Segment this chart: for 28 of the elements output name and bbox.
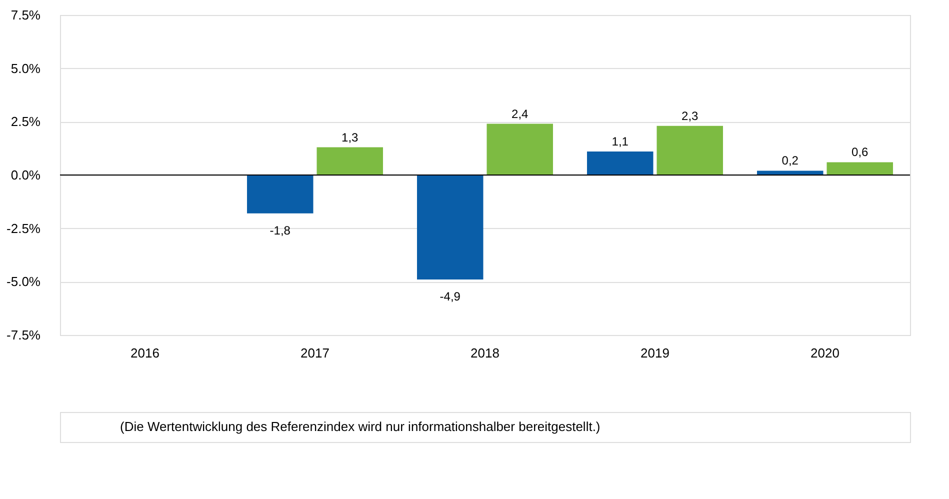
y-tick-label: 7.5% — [10, 8, 41, 22]
y-tick-label: 0.0% — [10, 168, 41, 182]
bar — [486, 124, 553, 175]
bar — [247, 175, 314, 214]
y-tick-label: -2.5% — [6, 220, 41, 236]
text: (Die Wertentwicklung des Referenzindex wird nur informationshalber bereitgestellt.) — [120, 419, 600, 434]
y-tick-label: -7.5% — [6, 328, 41, 342]
y-tick-label: 5.0% — [10, 60, 41, 76]
x-tick-label: 2017 — [300, 346, 330, 360]
data-label: 0,2 — [782, 154, 799, 168]
bar — [826, 162, 893, 175]
bar — [316, 147, 383, 175]
x-tick-label: 2019 — [640, 346, 670, 360]
data-label: -1,8 — [270, 223, 291, 238]
data-label: 0,6 — [852, 145, 869, 160]
y-tick-label: -5.0% — [6, 274, 41, 290]
bar — [417, 175, 484, 280]
data-label: 2,3 — [682, 108, 699, 123]
data-label: 2,4 — [512, 106, 529, 121]
x-tick-label: 2016 — [130, 346, 160, 360]
bar — [656, 126, 723, 175]
y-tick-label: 2.5% — [10, 114, 41, 130]
data-label: 1,1 — [612, 134, 629, 149]
bar — [587, 152, 654, 175]
x-tick-label: 2018 — [470, 346, 500, 360]
data-label: 1,3 — [342, 130, 359, 144]
data-label: -4,9 — [440, 290, 461, 304]
x-tick-label: 2020 — [810, 346, 840, 360]
